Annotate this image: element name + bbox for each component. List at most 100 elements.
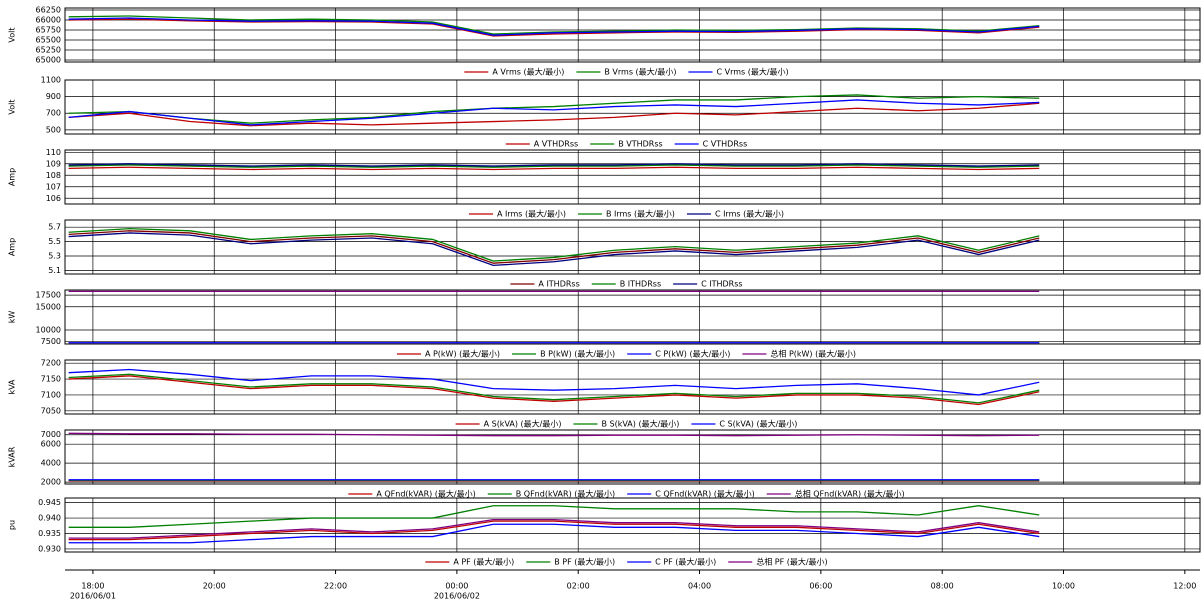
legend-label: B Irms (最大/最小): [606, 209, 675, 219]
data-line: [68, 232, 1040, 267]
y-tick-label: 0.935: [38, 529, 61, 538]
plot-frame: [64, 219, 1201, 275]
y-tick-label: 66000: [36, 16, 61, 25]
legend-label: A PF (最大/最小): [453, 557, 514, 567]
legend-label: C S(kVA) (最大/最小): [719, 419, 797, 429]
data-line: [68, 523, 1040, 544]
y-tick-label: 7500: [41, 337, 61, 346]
data-line: [68, 99, 1040, 126]
y-tick-label: 5.3: [48, 252, 61, 261]
y-tick-label: 109: [46, 159, 61, 168]
y-tick-label: 2000: [41, 478, 61, 487]
legend-label: 总相 QFnd(kVAR) (最大/最小): [795, 489, 905, 499]
x-tick-label: 22:00: [324, 582, 347, 591]
data-line: [68, 164, 1040, 168]
y-tick-label: 5.1: [48, 266, 61, 275]
y-tick-label: 65750: [36, 26, 61, 35]
y-axis-label: kVAR: [8, 446, 17, 467]
legend-label: A Vrms (最大/最小): [492, 67, 564, 77]
y-axis-label: pu: [8, 520, 17, 530]
y-tick-label: 5.5: [48, 237, 61, 246]
y-tick-label: 110: [46, 148, 61, 157]
y-axis-label: Amp: [8, 238, 17, 256]
x-tick-label: 04:00: [688, 582, 711, 591]
y-axis-label: Volt: [8, 27, 17, 42]
legend-label: B VTHDRss: [618, 140, 662, 149]
legend-label: C Irms (最大/最小): [715, 209, 784, 219]
y-axis-label: kVA: [8, 379, 17, 395]
data-line: [68, 163, 1040, 167]
plot-frame: [64, 79, 1201, 135]
data-line: [68, 15, 1040, 35]
legend-label: C Vrms (最大/最小): [716, 67, 788, 77]
data-line: [68, 166, 1040, 171]
legend-label: B QFnd(kVAR) (最大/最小): [516, 489, 615, 499]
legend-label: C QFnd(kVAR) (最大/最小): [655, 489, 755, 499]
x-tick-label: 02:00: [567, 582, 590, 591]
y-tick-label: 65000: [36, 56, 61, 65]
data-line: [68, 230, 1040, 264]
y-tick-label: 0.945: [38, 498, 61, 507]
y-tick-label: 5.7: [48, 223, 61, 232]
x-tick-label: 20:00: [203, 582, 226, 591]
legend-label: A P(kW) (最大/最小): [425, 349, 500, 359]
x-date-label: 2016/06/02: [434, 592, 480, 601]
plot-frame: [64, 359, 1201, 415]
legend-label: A QFnd(kVAR) (最大/最小): [376, 489, 475, 499]
y-tick-label: 106: [46, 194, 61, 203]
y-tick-label: 700: [46, 109, 61, 118]
y-tick-label: 66250: [36, 6, 61, 15]
data-line: [68, 373, 1040, 404]
y-axis-label: Amp: [8, 168, 17, 186]
y-tick-label: 17500: [36, 291, 61, 300]
y-tick-label: 65250: [36, 46, 61, 55]
x-tick-label: 08:00: [931, 582, 954, 591]
data-line: [68, 18, 1040, 37]
x-tick-label: 06:00: [809, 582, 832, 591]
legend-label: B S(kVA) (最大/最小): [601, 419, 679, 429]
legend-label: A Irms (最大/最小): [497, 209, 566, 219]
legend-label: B P(kW) (最大/最小): [540, 349, 615, 359]
plot-frame: [64, 289, 1201, 345]
y-axis-label: kW: [8, 311, 17, 324]
legend-label: A VTHDRss: [534, 140, 578, 149]
x-tick-label: 12:00: [1173, 582, 1196, 591]
legend-label: 总相 P(kW) (最大/最小): [770, 349, 856, 359]
legend-label: C VTHDRss: [703, 140, 748, 149]
y-tick-label: 108: [46, 171, 61, 180]
y-tick-label: 900: [46, 92, 61, 101]
legend-label: B PF (最大/最小): [554, 557, 615, 567]
y-tick-label: 7200: [41, 359, 61, 368]
data-line: [68, 94, 1040, 124]
data-line: [68, 518, 1040, 539]
y-tick-label: 107: [46, 182, 61, 191]
data-line: [68, 505, 1040, 528]
y-tick-label: 7050: [41, 406, 61, 415]
legend-label: B ITHDRss: [620, 280, 661, 289]
plot-frame: [64, 497, 1201, 553]
data-line: [68, 520, 1040, 541]
y-tick-label: 0.940: [38, 514, 61, 523]
data-line: [68, 375, 1040, 406]
y-tick-label: 10000: [36, 326, 61, 335]
y-tick-label: 0.930: [38, 544, 61, 553]
legend-label: B Vrms (最大/最小): [604, 67, 676, 77]
plot-frame: [64, 149, 1201, 205]
legend-label: A S(kVA) (最大/最小): [484, 419, 562, 429]
y-tick-label: 4000: [41, 459, 61, 468]
x-tick-label: 18:00: [81, 582, 104, 591]
data-line: [68, 368, 1040, 396]
legend-label: C P(kW) (最大/最小): [655, 349, 730, 359]
y-tick-label: 1100: [41, 76, 61, 85]
y-tick-label: 15000: [36, 302, 61, 311]
y-axis-label: Volt: [8, 99, 17, 114]
x-tick-label: 10:00: [1052, 582, 1075, 591]
data-line: [68, 227, 1040, 262]
data-line: [68, 432, 1040, 437]
legend-label: 总相 PF (最大/最小): [756, 557, 827, 567]
y-tick-label: 7000: [41, 430, 61, 439]
legend-label: C PF (最大/最小): [655, 557, 716, 567]
plot-frame: [64, 429, 1201, 485]
legend-label: C ITHDRss: [701, 280, 742, 289]
